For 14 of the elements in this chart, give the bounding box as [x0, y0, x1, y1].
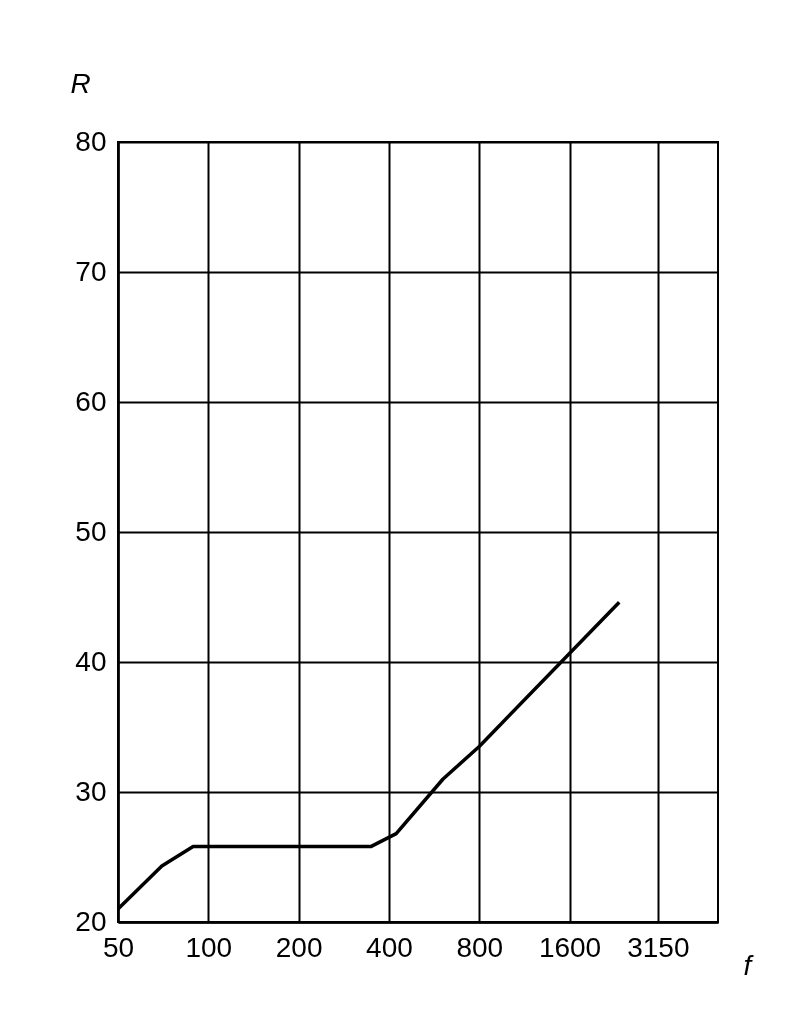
x-tick-label: 800: [456, 931, 504, 963]
y-tick-label: 40: [75, 645, 107, 677]
x-tick-label: 400: [366, 931, 413, 963]
y-tick-label: 30: [75, 775, 107, 807]
y-tick-label: 80: [75, 125, 107, 157]
x-tick-label: 200: [275, 931, 323, 963]
y-tick-label: 70: [75, 255, 107, 287]
y-axis-title: R: [70, 67, 91, 99]
x-tick-label: 100: [185, 931, 233, 963]
x-tick-label: 3150: [627, 931, 690, 963]
y-tick-label: 60: [75, 385, 107, 417]
x-tick-label: 1600: [538, 931, 602, 963]
x-axis-title: f: [743, 949, 755, 981]
y-tick-label: 50: [75, 515, 107, 547]
